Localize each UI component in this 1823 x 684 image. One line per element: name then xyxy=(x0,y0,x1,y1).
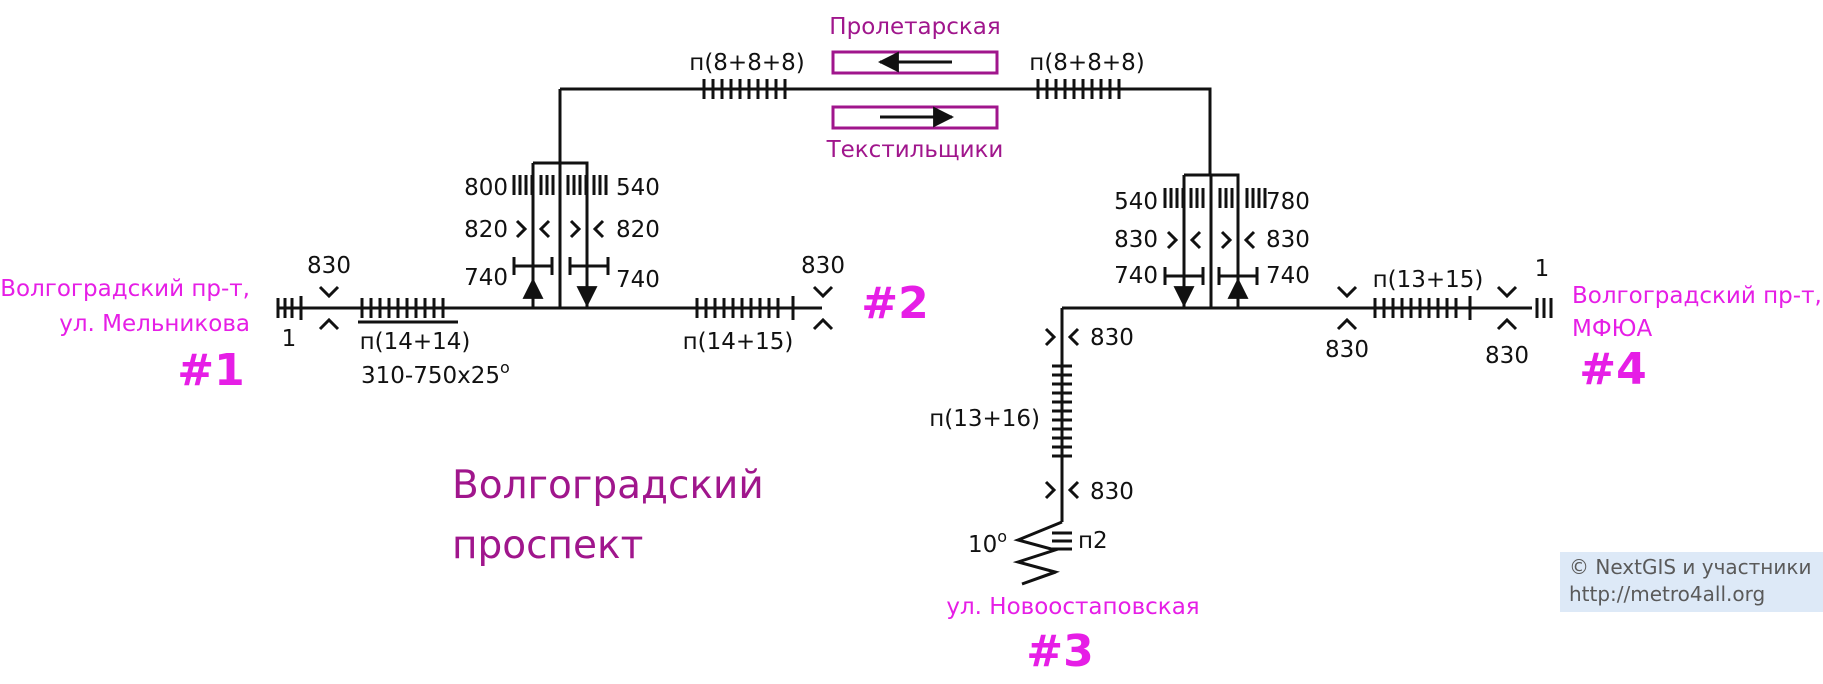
exit1-number: #1 xyxy=(177,345,244,396)
exit3-830a-label: 830 xyxy=(1090,325,1134,351)
narrowing-chevron xyxy=(515,219,528,239)
left-540-label: 540 xyxy=(616,175,660,201)
narrowing-chevron xyxy=(1336,285,1358,299)
narrowing-chevron xyxy=(1044,327,1057,347)
exit3-ramp-label: 10o xyxy=(968,527,1007,558)
exit4-name-line2: МФЮА xyxy=(1572,316,1652,342)
station-name: Волгоградский проспект xyxy=(452,463,764,568)
top-right-stairs-label: п(8+8+8) xyxy=(1029,50,1144,76)
exit4-830a-label: 830 xyxy=(1325,337,1369,363)
platform-north-label: Пролетарская xyxy=(829,14,1000,40)
left-740b-label: 740 xyxy=(616,267,660,293)
exit-2: #2 xyxy=(861,278,928,329)
station-name-line2: проспект xyxy=(452,523,643,568)
exit3-p2-label: п2 xyxy=(1078,528,1108,554)
narrowing-chevron xyxy=(318,317,340,331)
exit3-stairs-label: п(13+16) xyxy=(929,406,1040,432)
exit-4: Волгоградский пр-т, МФЮА #4 xyxy=(1572,283,1822,395)
narrowing-chevron xyxy=(318,285,340,299)
attribution-box: © NextGIS и участники http://metro4all.o… xyxy=(1560,552,1823,612)
passage-stubs xyxy=(299,257,1472,324)
narrowing-chevron xyxy=(569,219,582,239)
exit3-number: #3 xyxy=(1026,626,1093,677)
flow-arrows xyxy=(522,277,1249,308)
attribution-link[interactable]: http://metro4all.org xyxy=(1569,582,1766,606)
narrowing-chevron xyxy=(1243,230,1256,250)
exit1-name-line2: ул. Мельникова xyxy=(59,311,250,337)
right-780-label: 780 xyxy=(1266,189,1310,215)
exit2-number: #2 xyxy=(861,278,928,329)
exit4-1-label: 1 xyxy=(1535,256,1550,282)
platform-area: Пролетарская Текстильщики xyxy=(826,14,1004,163)
labels: п(8+8+8) п(8+8+8) 800 540 820 820 740 74… xyxy=(282,50,1550,558)
narrowing-chevron xyxy=(1220,230,1233,250)
right-830b-label: 830 xyxy=(1266,227,1310,253)
platform-south-rect xyxy=(831,105,999,130)
exit4-number: #4 xyxy=(1579,344,1646,395)
stair-symbols xyxy=(276,79,1553,551)
narrowing-chevron xyxy=(1336,317,1358,331)
narrowing-chevron xyxy=(812,285,834,299)
narrowing-chevron xyxy=(812,317,834,331)
top-left-stairs-label: п(8+8+8) xyxy=(689,50,804,76)
narrowing-chevron xyxy=(592,219,605,239)
platform-south-label: Текстильщики xyxy=(826,137,1004,163)
left-800-label: 800 xyxy=(464,175,508,201)
exit1-stairs-label: п(14+14) xyxy=(360,329,471,355)
exit1-1-label: 1 xyxy=(282,326,297,352)
right-740b-label: 740 xyxy=(1266,263,1310,289)
left-820b-label: 820 xyxy=(616,217,660,243)
ramp-zigzag xyxy=(1012,520,1063,586)
exit1-ramp-label: 310-750x25o xyxy=(361,358,510,389)
narrowing-chevron xyxy=(538,219,551,239)
station-name-line1: Волгоградский xyxy=(452,463,764,508)
narrowing-chevron xyxy=(1044,480,1057,500)
narrowing-chevron xyxy=(1496,317,1518,331)
exit1-830-label: 830 xyxy=(307,253,351,279)
right-740a-label: 740 xyxy=(1114,263,1158,289)
left-820a-label: 820 xyxy=(464,217,508,243)
exit3-name: ул. Новоостаповская xyxy=(946,594,1199,620)
exit4-stairs-label: п(13+15) xyxy=(1373,267,1484,293)
narrowing-chevron xyxy=(1166,230,1179,250)
left-740a-label: 740 xyxy=(464,265,508,291)
narrowing-symbols xyxy=(318,219,1518,500)
exit4-830b-label: 830 xyxy=(1485,343,1529,369)
exit-1: Волгоградский пр-т, ул. Мельникова #1 xyxy=(0,276,250,396)
exit1-name-line1: Волгоградский пр-т, xyxy=(0,276,250,302)
narrowing-chevron xyxy=(1496,285,1518,299)
platform-north-rect xyxy=(831,50,999,75)
exit3-830b-label: 830 xyxy=(1090,479,1134,505)
exit2-stairs-label: п(14+15) xyxy=(683,329,794,355)
narrowing-chevron xyxy=(1067,327,1080,347)
exit-3: ул. Новоостаповская #3 xyxy=(946,594,1199,677)
right-540-label: 540 xyxy=(1114,189,1158,215)
narrowing-chevron xyxy=(1067,480,1080,500)
right-830a-label: 830 xyxy=(1114,227,1158,253)
exit4-name-line1: Волгоградский пр-т, xyxy=(1572,283,1822,309)
exit2-830-label: 830 xyxy=(801,253,845,279)
narrowing-chevron xyxy=(1189,230,1202,250)
attribution-copyright: © NextGIS и участники xyxy=(1569,555,1812,579)
